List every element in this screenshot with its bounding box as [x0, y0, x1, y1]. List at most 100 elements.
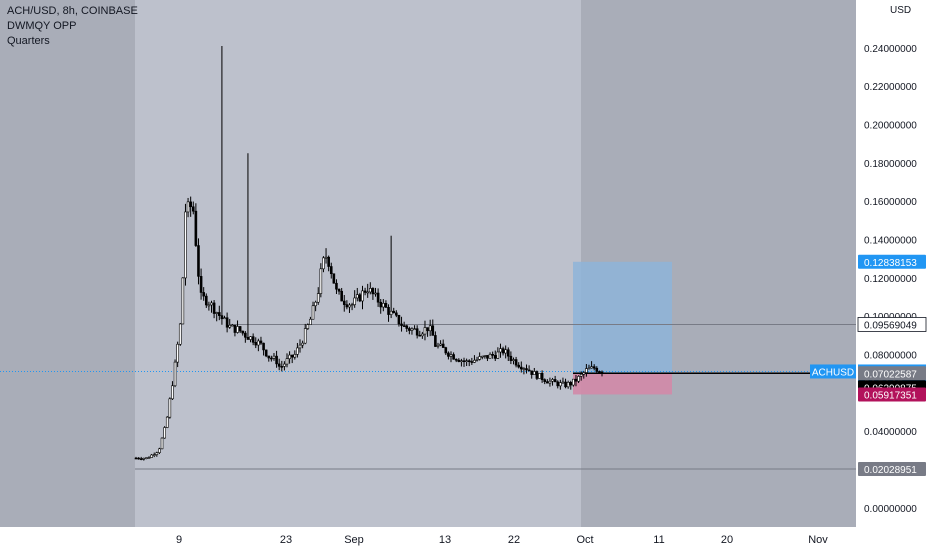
candle-body	[264, 349, 268, 357]
candle-body	[134, 457, 138, 460]
x-tick-label: Oct	[576, 534, 593, 546]
candle-body	[395, 312, 398, 316]
y-tick-label: 0.16000000	[864, 197, 917, 208]
candle-body	[441, 343, 445, 348]
lower-level-tag[interactable]: 0.02028951	[864, 465, 917, 476]
candle-body	[194, 210, 198, 246]
candle-body	[509, 355, 513, 361]
profit-zone[interactable]	[573, 261, 672, 374]
candle-body	[540, 373, 544, 380]
legend-indicator-dwmqy[interactable]: DWMQY OPP	[7, 20, 77, 32]
candle-body	[496, 351, 500, 359]
candle-body	[431, 325, 435, 336]
candle-body	[538, 373, 541, 379]
legend-indicator-quarters[interactable]: Quarters	[7, 35, 50, 47]
candle-body	[405, 325, 409, 329]
candle-body	[387, 307, 390, 315]
candle-body	[397, 314, 401, 325]
candle-body	[382, 303, 385, 308]
y-tick-label: 0.22000000	[864, 82, 917, 93]
candle-body	[543, 379, 547, 382]
candle-body	[246, 336, 250, 340]
candle-body	[309, 318, 312, 325]
candle-body	[355, 294, 359, 299]
candle-body	[519, 366, 523, 370]
candle-body	[598, 371, 601, 373]
candle-body	[152, 454, 156, 456]
candle-body	[311, 305, 315, 320]
session-shade	[135, 0, 581, 527]
candle-body	[470, 361, 474, 363]
entry-price-tag[interactable]: 0.07022587	[864, 369, 917, 380]
candle-body	[577, 376, 580, 382]
candle-body	[238, 326, 242, 332]
currency-label[interactable]: USD	[888, 5, 914, 16]
candle-body	[275, 355, 278, 365]
candle-body	[283, 363, 286, 367]
candle-body	[418, 334, 422, 337]
candle-body	[499, 348, 502, 353]
upper-level-tag-border	[857, 317, 927, 332]
candle-body	[353, 297, 356, 305]
candle-body	[155, 452, 159, 455]
candle-body	[163, 427, 166, 439]
candle-body	[348, 304, 351, 308]
candle-body	[298, 344, 302, 349]
x-tick-label: Sep	[344, 534, 364, 546]
candle-body	[595, 367, 599, 372]
candle-body	[501, 348, 505, 354]
chart-legend: ACH/USD, 8h, COINBASE DWMQY OPP Quarters	[7, 4, 138, 49]
candle-body	[400, 323, 403, 326]
candle-body	[181, 277, 185, 325]
target-price-tag[interactable]: 0.12838153	[864, 258, 917, 269]
candle-body	[457, 359, 461, 362]
candle-body	[517, 364, 520, 368]
candle-body	[270, 357, 273, 360]
x-tick-label: 13	[439, 534, 451, 546]
candle-body	[249, 336, 252, 340]
candle-body	[199, 276, 203, 293]
candle-body	[566, 382, 570, 388]
y-tick-label: 0.20000000	[864, 121, 917, 132]
candle-body	[332, 273, 336, 284]
candle-body	[413, 328, 416, 330]
candle-body	[530, 370, 534, 375]
candle-body	[369, 288, 372, 293]
candle-body	[535, 371, 539, 379]
time-axis[interactable]	[0, 527, 856, 550]
candle-body	[296, 347, 299, 355]
candle-body	[191, 206, 195, 212]
stop-price-tag[interactable]: 0.05917351	[864, 390, 917, 401]
upper-level-tag-bg	[858, 317, 926, 332]
candle-body	[402, 325, 406, 327]
candle-body	[585, 368, 588, 373]
candle-body	[322, 257, 325, 270]
upper-level-tag[interactable]: 0.09569049	[864, 320, 917, 331]
candle-body	[165, 416, 169, 428]
price-axis[interactable]	[856, 0, 932, 550]
candle-body	[486, 355, 489, 359]
candle-body	[600, 371, 604, 374]
candle-body	[428, 325, 432, 332]
candle-body	[202, 292, 205, 297]
candle-body	[158, 448, 161, 453]
candle-body	[467, 360, 471, 362]
legend-symbol[interactable]: ACH/USD, 8h, COINBASE	[7, 5, 138, 17]
stop-price-tag-bg	[858, 387, 926, 402]
candle-body	[212, 302, 216, 314]
candle-body	[342, 300, 346, 305]
candle-body	[493, 355, 497, 359]
symbol-tag[interactable]: ACHUSD	[812, 367, 854, 378]
candle-body	[184, 211, 187, 279]
candle-body	[415, 328, 419, 336]
candle-body	[483, 355, 487, 357]
candle-body	[233, 324, 237, 333]
candle-body	[215, 312, 219, 314]
candle-body	[288, 354, 291, 360]
candle-body	[504, 349, 507, 354]
loss-zone[interactable]	[573, 373, 672, 395]
y-tick-label: 0.24000000	[864, 44, 917, 55]
candle-body	[434, 335, 437, 347]
candle-body	[587, 367, 591, 370]
